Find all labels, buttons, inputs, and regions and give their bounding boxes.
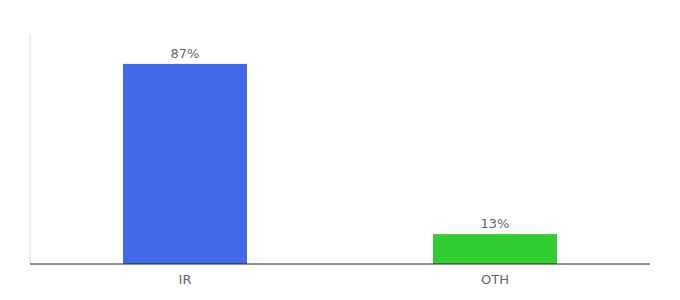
chart-container: 87% 13% IR OTH: [0, 0, 680, 300]
bar: [433, 234, 557, 264]
data-labels: 87% 13%: [171, 46, 510, 231]
data-label: 13%: [481, 216, 510, 231]
x-axis-line: [30, 264, 650, 265]
bars: [123, 64, 557, 264]
data-label: 87%: [171, 46, 200, 61]
x-tick-label: IR: [179, 272, 192, 287]
bar: [123, 64, 247, 264]
y-axis-line: [30, 34, 31, 264]
chart: 87% 13% IR OTH: [0, 0, 680, 300]
x-tick-labels: IR OTH: [179, 272, 509, 287]
x-tick-label: OTH: [481, 272, 509, 287]
